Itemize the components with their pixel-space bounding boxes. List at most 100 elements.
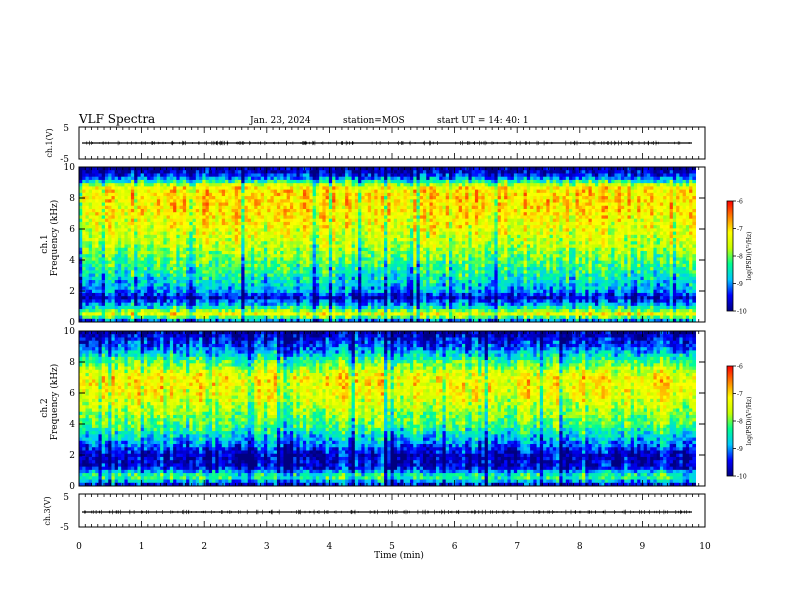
spec1-cell: [286, 296, 291, 300]
spec1-cell: [322, 247, 327, 252]
spec1-cell: [212, 273, 216, 278]
spec1-cell: [169, 231, 174, 236]
spec1-cell: [322, 260, 327, 265]
spec1-cell: [312, 192, 317, 197]
spec1-cell: [234, 179, 239, 184]
spec1-cell: [270, 299, 275, 304]
spec1-cell: [247, 241, 252, 245]
spec1-cell: [186, 296, 190, 300]
spec1-cell: [91, 289, 96, 294]
spec1-cell: [173, 267, 177, 271]
spec1-cell: [364, 254, 369, 258]
spec1-cell: [231, 225, 236, 229]
spec1-cell: [367, 192, 372, 197]
spec1-cell: [299, 212, 304, 216]
spec1-cell: [166, 225, 171, 229]
spec1-cell: [218, 283, 223, 287]
spec1-cell: [202, 192, 206, 197]
spec1-cell: [104, 179, 109, 184]
spec1-cell: [247, 183, 252, 187]
spec1-cell: [273, 244, 278, 249]
spec1-cell: [270, 273, 275, 278]
spec1-cell: [225, 183, 229, 187]
spec1-cell: [85, 247, 90, 252]
spec1-cell: [380, 212, 385, 216]
spec1-cell: [108, 189, 112, 194]
spec1-cell: [98, 183, 103, 187]
spec1-cell: [163, 183, 168, 187]
spec1-cell: [267, 212, 271, 216]
spec1-cell: [101, 186, 106, 191]
spec1-cell: [244, 250, 249, 255]
spec1-cell: [147, 167, 151, 171]
spec1-cell: [82, 276, 86, 281]
spec1-cell: [364, 299, 369, 304]
spec1-cell: [299, 263, 304, 268]
spec1-cell: [306, 176, 310, 181]
spec1-cell: [91, 202, 96, 207]
spec1-cell: [299, 225, 304, 229]
spec1-cell: [176, 173, 181, 178]
spec1-cell: [166, 312, 171, 316]
spec1-cell: [348, 280, 353, 284]
spec1-cell: [270, 280, 275, 284]
spec1-cell: [348, 309, 353, 313]
spec1-cell: [384, 292, 388, 297]
spec1-cell: [111, 292, 116, 297]
spec1-cell: [257, 250, 262, 255]
spec1-cell: [247, 315, 252, 320]
spec1-cell: [234, 286, 239, 291]
spec1-cell: [130, 312, 135, 316]
spec1-cell: [182, 302, 187, 307]
spec1-cell: [130, 170, 135, 174]
spec1-cell: [322, 183, 327, 187]
spec1-cell: [79, 260, 83, 265]
spec1-cell: [163, 280, 168, 284]
spec1-cell: [101, 167, 106, 171]
spec1-cell: [247, 273, 252, 278]
spec1-cell: [117, 260, 122, 265]
spec1-cell: [195, 270, 200, 274]
spec1-cell: [160, 215, 164, 220]
spec1-cell: [137, 273, 142, 278]
spec1-cell: [101, 299, 106, 304]
spec1-cell: [384, 257, 388, 262]
spec1-cell: [121, 183, 125, 187]
spec1-cell: [143, 260, 148, 265]
spec1-cell: [130, 260, 135, 265]
spec1-cell: [95, 315, 99, 320]
spec1-cell: [195, 267, 200, 271]
spec1-cell: [241, 218, 245, 223]
spec1-cell: [374, 231, 378, 236]
spec1-cell: [254, 170, 258, 174]
spec1-cell: [186, 289, 190, 294]
spec1-cell: [335, 167, 340, 171]
spec1-cell: [182, 250, 187, 255]
spec1-cell: [150, 283, 155, 287]
spec1-cell: [202, 183, 206, 187]
spec1-cell: [306, 283, 310, 287]
spec1-cell: [169, 244, 174, 249]
spec1-cell: [351, 189, 356, 194]
spec1-cell: [153, 183, 158, 187]
spec1-cell: [299, 296, 304, 300]
spec1-cell: [322, 254, 327, 258]
spec1-cell: [153, 267, 158, 271]
spec1-cell: [328, 260, 333, 265]
spec1-cell: [309, 299, 314, 304]
spec1-cell: [156, 179, 161, 184]
spec1-cell: [163, 289, 168, 294]
spec1-cell: [221, 247, 226, 252]
spec1-cell: [348, 257, 353, 262]
spec1-cell: [341, 250, 346, 255]
spec1-cell: [95, 276, 99, 281]
spec1-cell: [280, 221, 284, 226]
spec1-cell: [98, 228, 103, 232]
spec1-cell: [328, 244, 333, 249]
spec1-cell: [358, 221, 362, 226]
spec1-cell: [173, 309, 177, 313]
spec1-cell: [176, 267, 181, 271]
spec1-cell: [104, 286, 109, 291]
spec1-cell: [234, 199, 239, 203]
spec1-cell: [332, 305, 336, 310]
